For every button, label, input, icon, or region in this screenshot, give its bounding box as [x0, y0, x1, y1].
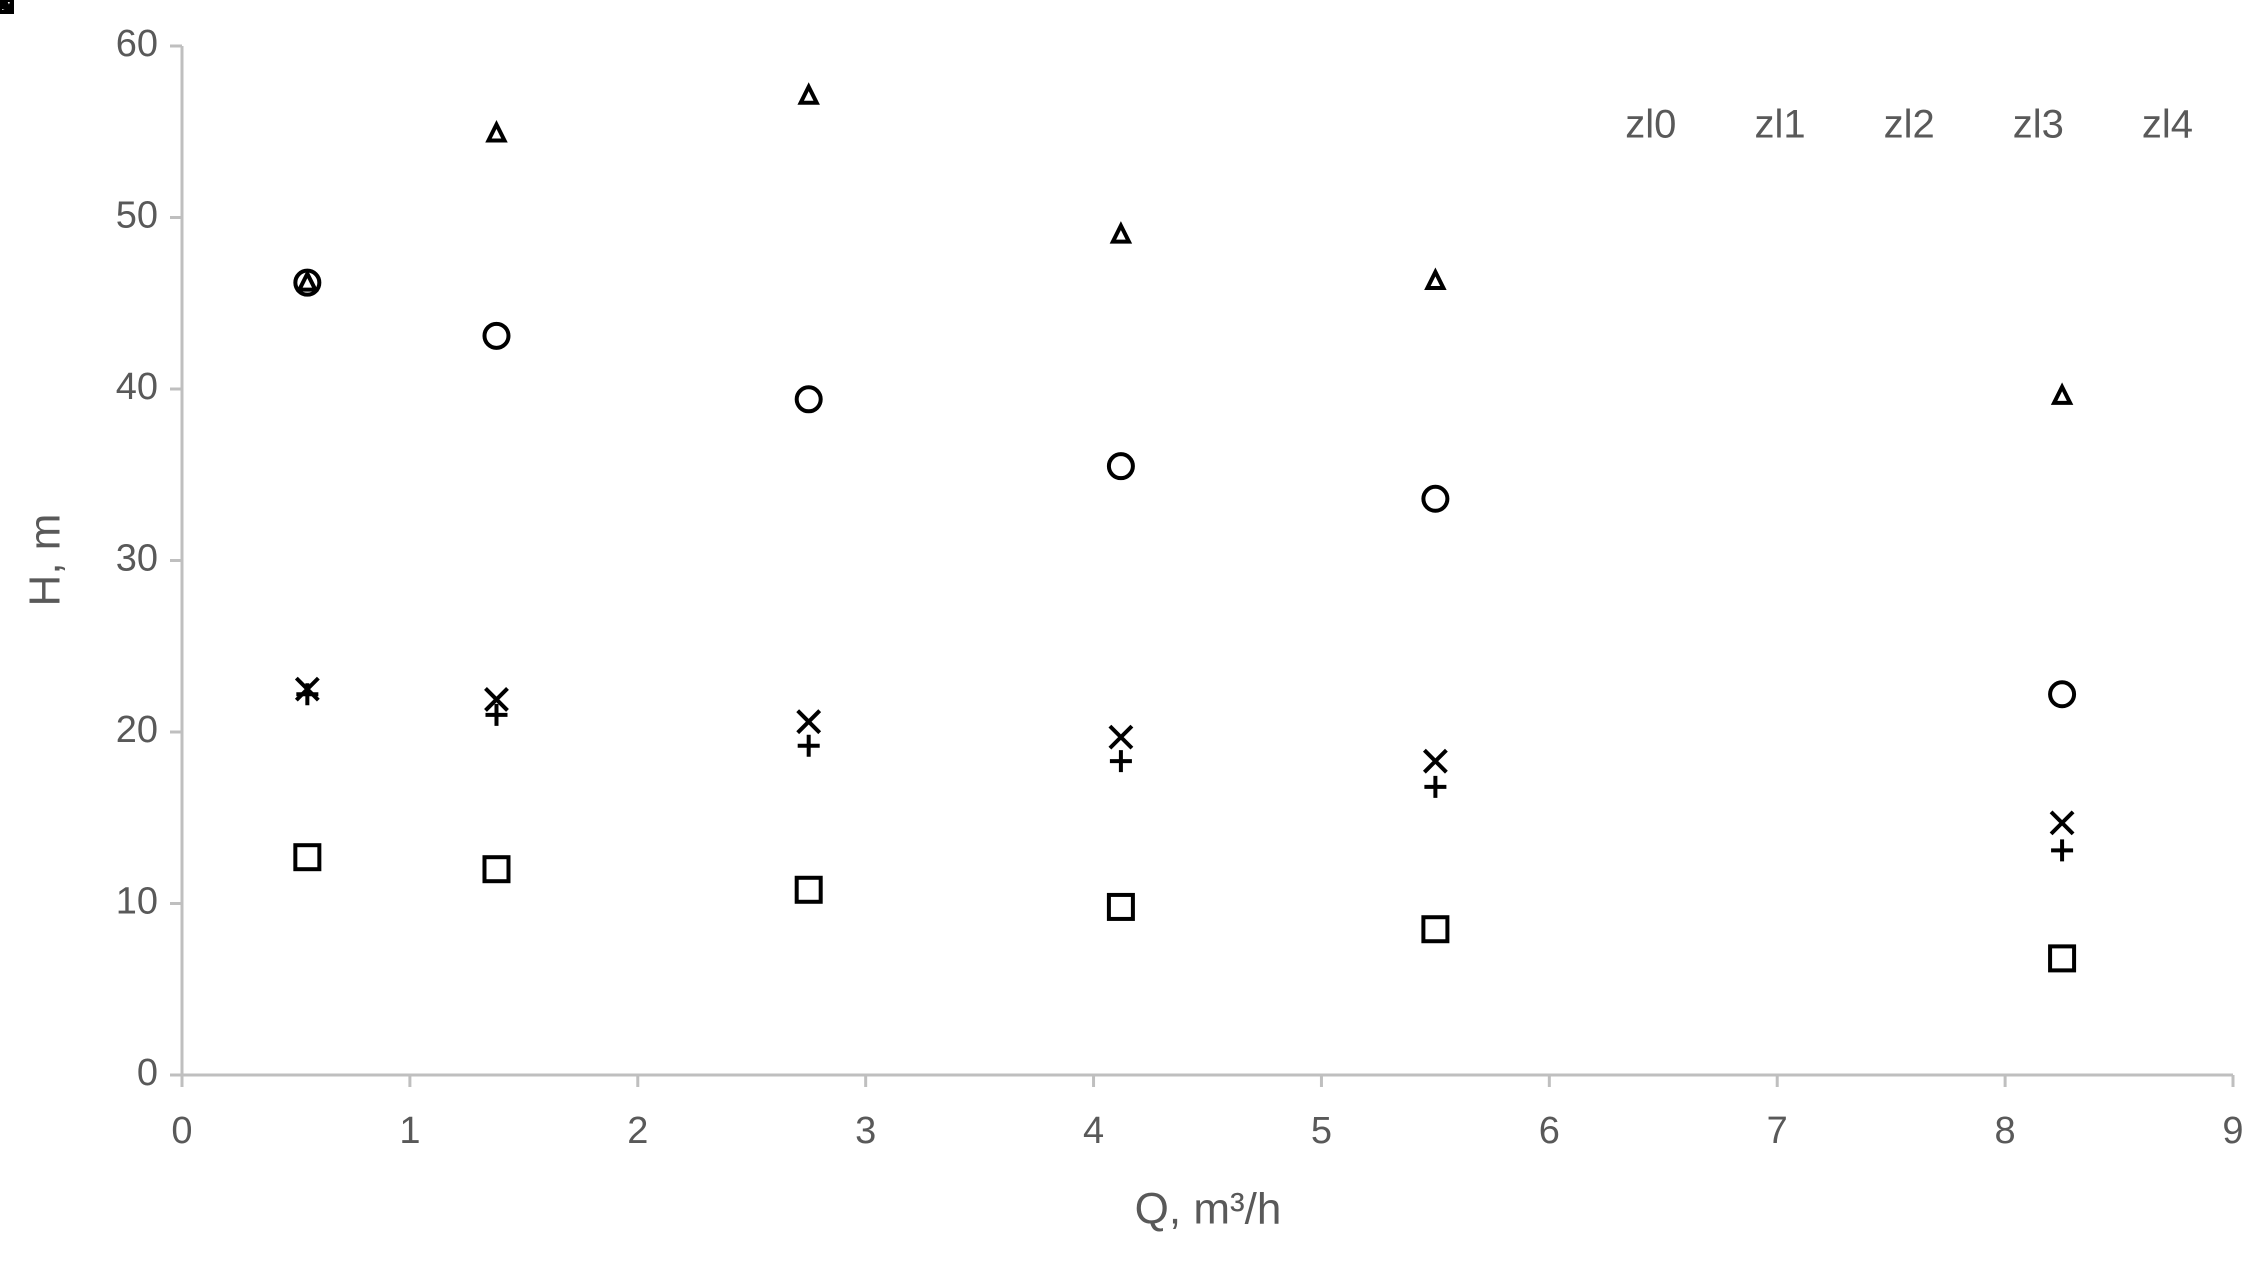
legend-label: zl1: [1754, 103, 1805, 147]
x-tick-label: 8: [1995, 1110, 2016, 1152]
legend-item: zl2: [1884, 103, 1935, 147]
marker-triangle: [1109, 221, 1133, 244]
y-tick-label: 50: [116, 195, 158, 237]
marker-x: [484, 687, 509, 712]
x-axis-label: Q, m³/h: [1135, 1185, 1282, 1234]
marker-circle: [1106, 452, 1135, 481]
y-tick-label: 40: [116, 366, 158, 408]
legend-item: zl1: [1754, 103, 1805, 147]
marker-x: [1422, 748, 1448, 774]
marker-circle: [482, 321, 511, 350]
x-tick-label: 3: [855, 1110, 876, 1152]
y-tick-label: 60: [116, 23, 158, 65]
x-tick-label: 0: [171, 1110, 192, 1152]
legend-label: zl2: [1884, 103, 1935, 147]
marker-square: [293, 843, 322, 872]
marker-x: [1108, 724, 1134, 750]
marker-square: [794, 875, 823, 904]
x-tick-label: 2: [627, 1110, 648, 1152]
x-tick-label: 7: [1767, 1110, 1788, 1152]
marker-plus: [1109, 750, 1132, 773]
legend-label: zl3: [2013, 103, 2064, 147]
marker-square: [482, 855, 511, 884]
marker-triangle: [2050, 382, 2074, 405]
x-tick-label: 6: [1539, 1110, 1560, 1152]
marker-plus: [1424, 775, 1447, 798]
marker-triangle: [485, 119, 508, 143]
marker-x: [294, 676, 320, 702]
marker-circle: [1421, 484, 1450, 513]
marker-square: [2048, 944, 2077, 973]
marker-circle: [2048, 680, 2077, 709]
legend-item: zl0: [1625, 103, 1676, 147]
x-tick-label: 1: [399, 1110, 420, 1152]
marker-plus: [2051, 839, 2074, 862]
legend-label: zl4: [2142, 103, 2193, 147]
marker-plus: [797, 734, 820, 757]
marker-triangle: [296, 269, 319, 292]
y-tick-label: 10: [116, 881, 158, 923]
x-tick-label: 5: [1311, 1110, 1332, 1152]
x-tick-label: 9: [2222, 1110, 2243, 1152]
y-tick-label: 30: [116, 538, 158, 580]
marker-x: [2049, 810, 2075, 836]
x-tick-label: 4: [1083, 1110, 1104, 1152]
legend-item: zl3: [2013, 103, 2064, 147]
marker-circle: [794, 385, 823, 414]
marker-triangle: [1424, 267, 1447, 290]
y-axis-label: H, m: [21, 514, 70, 607]
marker-x: [796, 709, 822, 735]
marker-square: [1421, 915, 1450, 944]
y-tick-label: 0: [137, 1052, 158, 1094]
marker-circle: [293, 268, 322, 297]
y-tick-label: 20: [116, 709, 158, 751]
marker-plus: [485, 703, 508, 726]
marker-square: [1106, 892, 1135, 921]
legend-item: zl4: [2142, 103, 2193, 147]
legend-label: zl0: [1625, 103, 1676, 147]
marker-triangle: [797, 82, 820, 105]
